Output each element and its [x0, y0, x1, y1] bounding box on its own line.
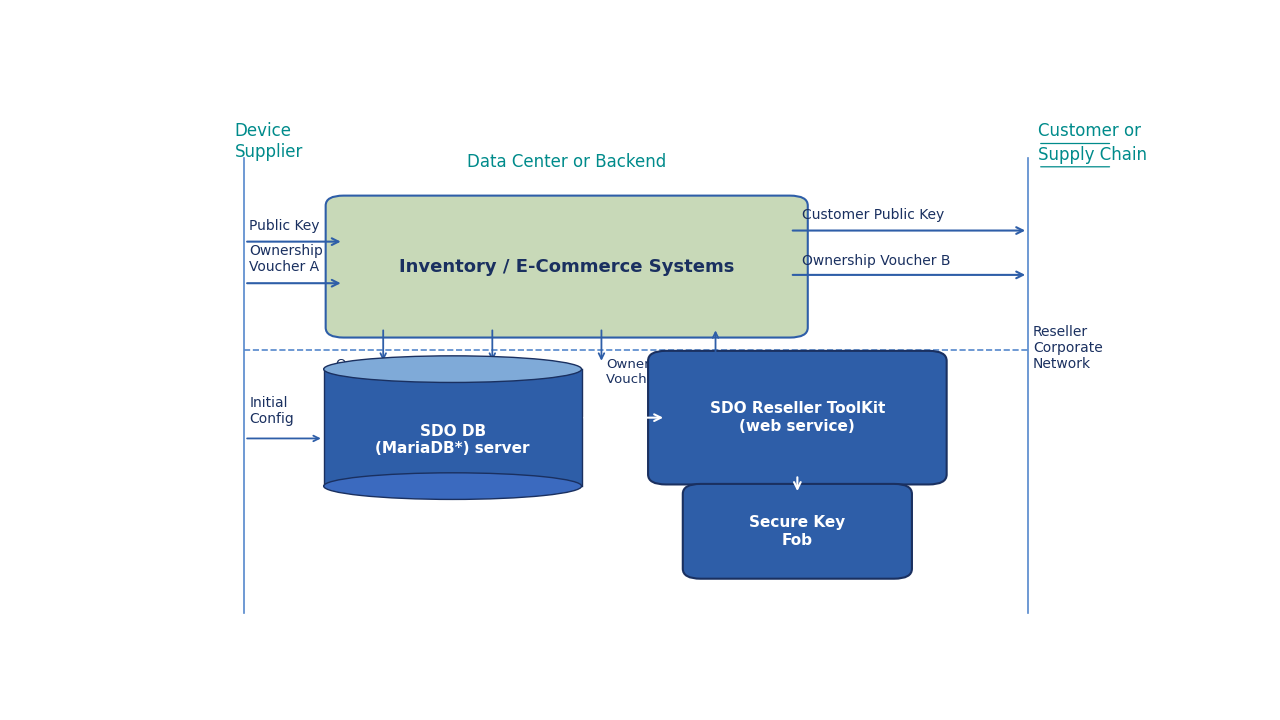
Text: Ownership Voucher B: Ownership Voucher B — [801, 254, 950, 269]
Text: Data Center or Backend: Data Center or Backend — [467, 153, 667, 171]
Text: SDO DB
(MariaDB*) server: SDO DB (MariaDB*) server — [375, 423, 530, 456]
Text: Device
Supplier: Device Supplier — [234, 122, 303, 161]
FancyBboxPatch shape — [648, 351, 947, 485]
Text: Ownership
Voucher Assign: Ownership Voucher Assign — [607, 358, 709, 386]
FancyBboxPatch shape — [682, 484, 911, 579]
Text: Reseller
Corporate
Network: Reseller Corporate Network — [1033, 325, 1102, 372]
Ellipse shape — [324, 356, 581, 382]
Bar — [324, 369, 581, 486]
FancyBboxPatch shape — [325, 196, 808, 338]
Text: Public Key: Public Key — [250, 219, 320, 233]
Ellipse shape — [324, 473, 581, 500]
Text: Ownership
Voucher A: Ownership Voucher A — [335, 358, 407, 386]
Text: Customer Public Key: Customer Public Key — [801, 208, 945, 222]
Text: Initial
Config: Initial Config — [250, 396, 294, 426]
Text: Voucher Extend:
In: Device serial no
Out: Extended Voucher
(REST API): Voucher Extend: In: Device serial no Out… — [723, 355, 878, 413]
Text: Secure Key
Fob: Secure Key Fob — [749, 515, 846, 547]
Text: Inventory / E-Commerce Systems: Inventory / E-Commerce Systems — [399, 258, 735, 276]
Text: Supply Chain: Supply Chain — [1038, 145, 1147, 163]
Text: Customer
Public Key: Customer Public Key — [488, 358, 556, 386]
Text: Ownership
Voucher A: Ownership Voucher A — [250, 244, 323, 274]
Text: SDO Reseller ToolKit
(web service): SDO Reseller ToolKit (web service) — [709, 402, 884, 434]
Text: Customer or: Customer or — [1038, 122, 1140, 140]
